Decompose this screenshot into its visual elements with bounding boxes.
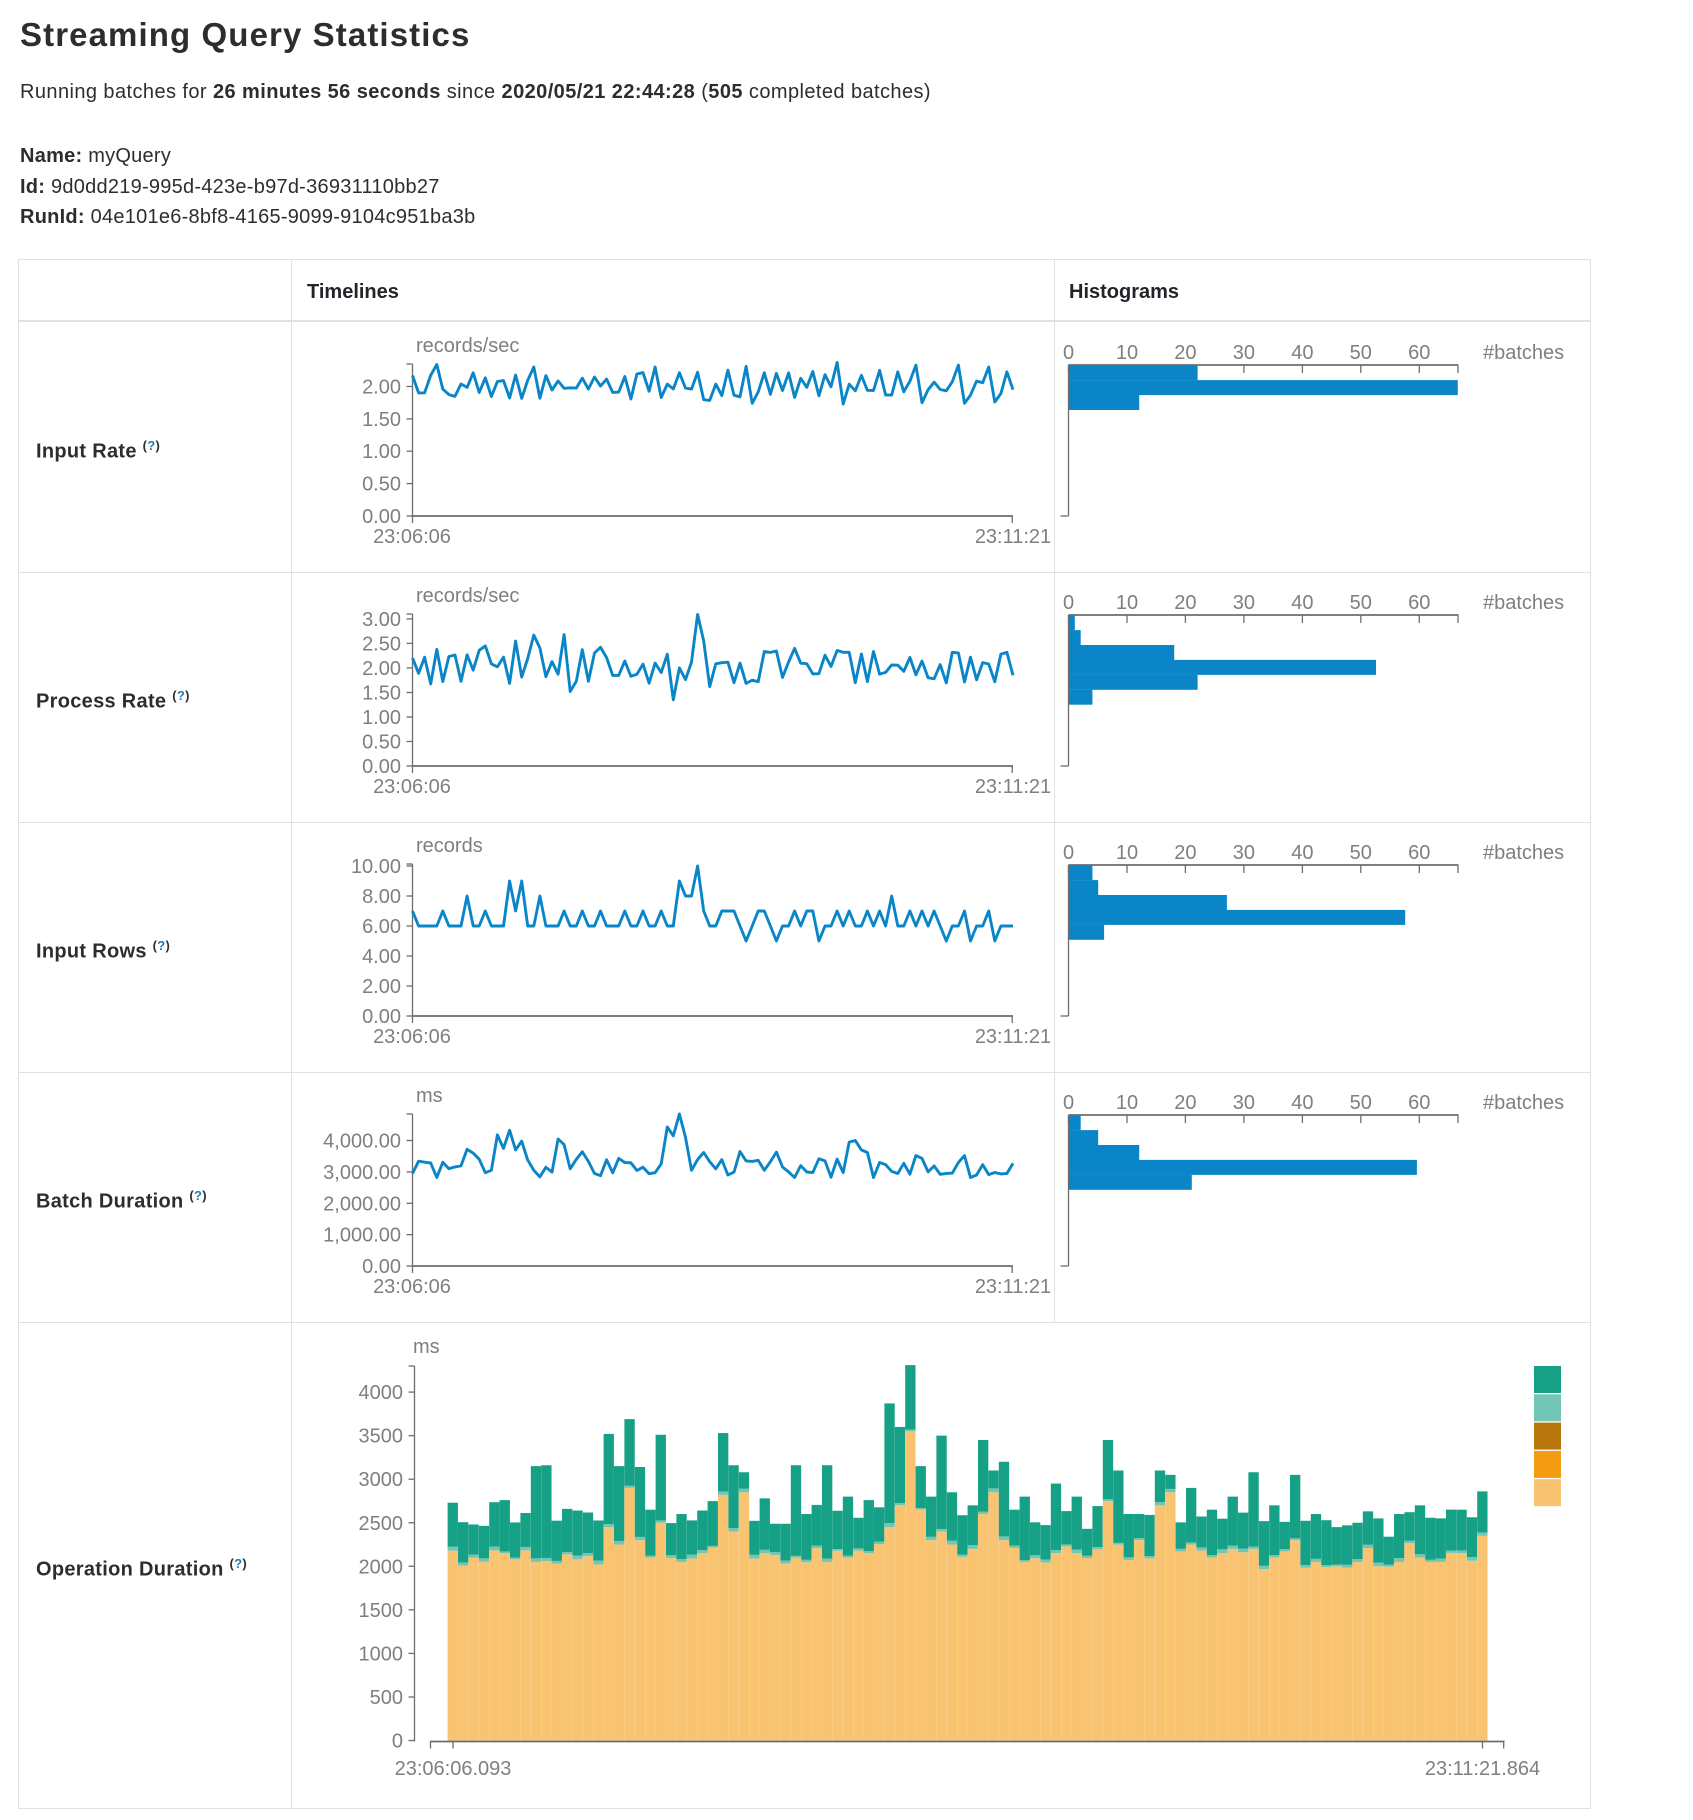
svg-text:4.00: 4.00 bbox=[362, 946, 401, 968]
svg-text:0: 0 bbox=[1063, 842, 1074, 864]
svg-text:10: 10 bbox=[1116, 1092, 1138, 1114]
svg-text:records: records bbox=[416, 835, 483, 857]
svg-text:1,000.00: 1,000.00 bbox=[323, 1225, 401, 1247]
svg-text:2000: 2000 bbox=[359, 1556, 404, 1578]
svg-text:30: 30 bbox=[1233, 592, 1255, 614]
svg-text:1.50: 1.50 bbox=[362, 683, 401, 705]
svg-text:0.50: 0.50 bbox=[362, 474, 401, 496]
svg-text:23:11:21: 23:11:21 bbox=[975, 526, 1051, 548]
svg-text:3000: 3000 bbox=[359, 1469, 404, 1491]
svg-text:8.00: 8.00 bbox=[362, 886, 401, 908]
svg-text:23:06:06.093: 23:06:06.093 bbox=[395, 1758, 512, 1780]
svg-text:2.00: 2.00 bbox=[362, 377, 401, 399]
svg-text:20: 20 bbox=[1174, 592, 1196, 614]
svg-text:#batches: #batches bbox=[1483, 592, 1564, 614]
svg-text:0.00: 0.00 bbox=[362, 756, 401, 778]
svg-text:ms: ms bbox=[416, 1085, 443, 1107]
svg-text:1.50: 1.50 bbox=[362, 409, 401, 431]
svg-text:10: 10 bbox=[1116, 842, 1138, 864]
svg-text:60: 60 bbox=[1408, 842, 1430, 864]
svg-text:500: 500 bbox=[370, 1687, 403, 1709]
svg-text:23:11:21: 23:11:21 bbox=[975, 1026, 1051, 1048]
svg-text:50: 50 bbox=[1350, 1092, 1372, 1114]
svg-text:23:11:21.864: 23:11:21.864 bbox=[1425, 1758, 1540, 1780]
svg-text:20: 20 bbox=[1174, 342, 1196, 364]
svg-text:#batches: #batches bbox=[1483, 842, 1564, 864]
svg-text:3500: 3500 bbox=[359, 1426, 404, 1448]
svg-text:30: 30 bbox=[1233, 342, 1255, 364]
svg-text:0: 0 bbox=[1063, 342, 1074, 364]
svg-text:2.50: 2.50 bbox=[362, 633, 401, 655]
svg-text:2.00: 2.00 bbox=[362, 658, 401, 680]
svg-text:1500: 1500 bbox=[359, 1600, 404, 1622]
svg-text:30: 30 bbox=[1233, 1092, 1255, 1114]
svg-text:0: 0 bbox=[392, 1731, 403, 1753]
svg-text:4,000.00: 4,000.00 bbox=[323, 1131, 401, 1153]
svg-text:4000: 4000 bbox=[359, 1382, 404, 1404]
svg-text:10: 10 bbox=[1116, 592, 1138, 614]
svg-text:0.00: 0.00 bbox=[362, 506, 401, 528]
svg-text:40: 40 bbox=[1291, 1092, 1313, 1114]
svg-text:1.00: 1.00 bbox=[362, 441, 401, 463]
svg-text:23:06:06: 23:06:06 bbox=[373, 776, 451, 798]
svg-text:0: 0 bbox=[1063, 1092, 1074, 1114]
svg-text:0.50: 0.50 bbox=[362, 732, 401, 754]
svg-text:2.00: 2.00 bbox=[362, 976, 401, 998]
svg-text:records/sec: records/sec bbox=[416, 335, 519, 357]
svg-text:30: 30 bbox=[1233, 842, 1255, 864]
svg-text:23:11:21: 23:11:21 bbox=[975, 776, 1051, 798]
svg-text:40: 40 bbox=[1291, 342, 1313, 364]
svg-text:60: 60 bbox=[1408, 1092, 1430, 1114]
svg-text:10.00: 10.00 bbox=[351, 856, 401, 878]
svg-text:40: 40 bbox=[1291, 592, 1313, 614]
svg-text:0: 0 bbox=[1063, 592, 1074, 614]
svg-text:23:06:06: 23:06:06 bbox=[373, 1276, 451, 1298]
svg-text:10: 10 bbox=[1116, 342, 1138, 364]
svg-text:#batches: #batches bbox=[1483, 342, 1564, 364]
svg-text:0.00: 0.00 bbox=[362, 1006, 401, 1028]
svg-text:0.00: 0.00 bbox=[362, 1256, 401, 1278]
svg-text:3.00: 3.00 bbox=[362, 609, 401, 631]
svg-text:ms: ms bbox=[413, 1336, 440, 1358]
svg-text:1000: 1000 bbox=[359, 1643, 404, 1665]
svg-text:50: 50 bbox=[1350, 842, 1372, 864]
svg-text:records/sec: records/sec bbox=[416, 585, 519, 607]
svg-text:23:06:06: 23:06:06 bbox=[373, 526, 451, 548]
svg-text:2,000.00: 2,000.00 bbox=[323, 1193, 401, 1215]
svg-text:23:06:06: 23:06:06 bbox=[373, 1026, 451, 1048]
svg-text:1.00: 1.00 bbox=[362, 707, 401, 729]
svg-text:2500: 2500 bbox=[359, 1513, 404, 1535]
svg-text:40: 40 bbox=[1291, 842, 1313, 864]
svg-text:6.00: 6.00 bbox=[362, 916, 401, 938]
svg-text:3,000.00: 3,000.00 bbox=[323, 1162, 401, 1184]
svg-text:23:11:21: 23:11:21 bbox=[975, 1276, 1051, 1298]
svg-text:60: 60 bbox=[1408, 592, 1430, 614]
svg-text:#batches: #batches bbox=[1483, 1092, 1564, 1114]
svg-text:60: 60 bbox=[1408, 342, 1430, 364]
svg-text:20: 20 bbox=[1174, 1092, 1196, 1114]
svg-text:20: 20 bbox=[1174, 842, 1196, 864]
svg-text:50: 50 bbox=[1350, 592, 1372, 614]
svg-text:50: 50 bbox=[1350, 342, 1372, 364]
